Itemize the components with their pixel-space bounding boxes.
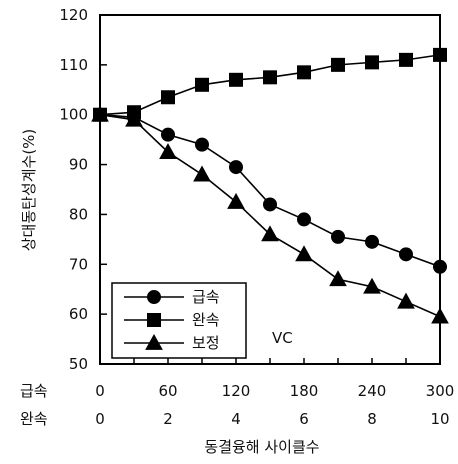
- data-point-square: [399, 52, 413, 67]
- data-point-triangle: [397, 292, 415, 309]
- data-point-triangle: [261, 225, 279, 242]
- plot-frame: [99, 14, 441, 365]
- x-tick-label: 0: [95, 410, 105, 428]
- data-point-circle: [297, 212, 311, 227]
- y-axis-ticks: 50 60 70 80 90 100 110 120: [59, 6, 107, 373]
- data-point-square: [331, 57, 345, 72]
- y-tick-label: 70: [69, 255, 88, 273]
- data-point-square: [263, 70, 277, 85]
- legend-label: 보정: [192, 334, 220, 352]
- x-tick-label: 10: [430, 410, 449, 428]
- x-tick-label: 120: [222, 382, 251, 400]
- x-tick-label: 6: [299, 410, 309, 428]
- data-point-triangle: [295, 245, 313, 262]
- data-point-circle: [229, 160, 243, 175]
- series-line: [99, 113, 441, 268]
- legend-label: 급속: [192, 288, 220, 306]
- x-tick-label: 4: [231, 410, 241, 428]
- legend-marker-triangle: [145, 333, 163, 350]
- x-row-label: 완속: [20, 410, 48, 428]
- legend-label: 완속: [192, 311, 220, 329]
- data-point-triangle: [363, 277, 381, 294]
- series-triangle: [91, 105, 449, 324]
- y-axis-title: 상대동탄성계수(%): [20, 129, 38, 252]
- y-tick-label: 50: [69, 355, 88, 373]
- data-point-circle: [399, 247, 413, 262]
- series-square: [93, 47, 447, 122]
- data-point-square: [297, 65, 311, 80]
- x-tick-label: 8: [367, 410, 377, 428]
- x-axis-rows: 급속 0 60 120 180 240 300 완속 0 2 4 6 8 10: [20, 358, 454, 428]
- series-layer: [91, 47, 449, 324]
- y-tick-label: 90: [69, 156, 88, 174]
- data-point-square: [365, 55, 379, 70]
- data-point-circle: [365, 234, 379, 249]
- data-point-circle: [161, 127, 175, 142]
- x-axis-title: 동결융해 사이클수: [204, 438, 319, 456]
- data-point-triangle: [159, 143, 177, 160]
- legend-marker-square: [147, 313, 161, 327]
- series-circle: [93, 107, 447, 274]
- data-point-circle: [263, 197, 277, 212]
- data-point-square: [161, 90, 175, 105]
- data-point-triangle: [193, 165, 211, 182]
- y-tick-label: 120: [59, 6, 88, 24]
- y-tick-label: 60: [69, 305, 88, 323]
- annotation-label: VC: [272, 329, 293, 347]
- y-tick-label: 80: [69, 205, 88, 223]
- x-tick-label: 60: [158, 382, 177, 400]
- x-tick-label: 2: [163, 410, 173, 428]
- data-point-triangle: [227, 192, 245, 209]
- series-line: [99, 54, 441, 116]
- data-point-circle: [195, 137, 209, 152]
- data-point-square: [229, 72, 243, 87]
- x-row-label: 급속: [20, 382, 48, 400]
- x-tick-label: 180: [290, 382, 319, 400]
- legend-marker-circle: [147, 290, 161, 304]
- x-tick-label: 0: [95, 382, 105, 400]
- y-tick-label: 110: [59, 56, 88, 74]
- x-tick-label: 300: [426, 382, 455, 400]
- y-tick-label: 100: [59, 106, 88, 124]
- x-tick-label: 240: [358, 382, 387, 400]
- data-point-triangle: [329, 270, 347, 287]
- data-point-triangle: [125, 110, 143, 127]
- data-point-square: [195, 77, 209, 92]
- data-point-circle: [331, 229, 345, 244]
